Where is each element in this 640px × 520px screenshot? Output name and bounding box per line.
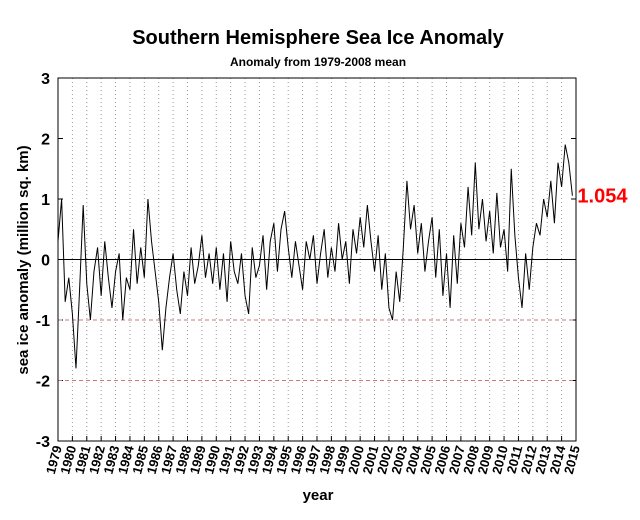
x-tick-label: 2012 [518, 444, 540, 476]
y-tick-label: -1 [36, 313, 50, 330]
x-tick-label: 2001 [359, 444, 381, 476]
plot-frame [57, 77, 577, 442]
x-tick-label: 1991 [216, 444, 238, 476]
x-tick-label: 1992 [230, 444, 252, 476]
x-tick-label: 1980 [57, 444, 79, 476]
x-tick-label: 2015 [561, 444, 583, 476]
y-tick-label: 3 [41, 71, 50, 88]
x-tick-label: 1983 [100, 444, 122, 476]
x-tick-label: 1999 [331, 444, 353, 476]
x-tick-label: 1997 [302, 444, 324, 476]
x-tick-label: 1979 [43, 444, 65, 476]
x-tick-label: 2014 [547, 443, 569, 476]
x-tick-label: 1984 [115, 443, 137, 476]
x-tick-label: 2005 [417, 444, 439, 476]
x-tick-label: 1998 [316, 444, 338, 476]
chart-subtitle: Anomaly from 1979-2008 mean [230, 55, 406, 69]
x-tick-label: 1996 [288, 444, 310, 476]
x-tick-label: 2004 [403, 443, 425, 476]
y-tick-label: 0 [41, 253, 50, 270]
y-tick-label: 1 [41, 192, 50, 209]
x-tick-label: 1995 [273, 444, 295, 476]
chart-title: Southern Hemisphere Sea Ice Anomaly [132, 27, 504, 49]
x-tick-label: 1987 [158, 444, 180, 476]
data-line [57, 144, 573, 369]
y-tick-label: -2 [36, 374, 50, 391]
x-tick-label: 1989 [187, 444, 209, 476]
x-tick-label: 1990 [201, 444, 223, 476]
x-tick-label: 2010 [489, 444, 511, 476]
x-tick-label: 1985 [129, 444, 151, 476]
x-tick-label: 2008 [460, 444, 482, 476]
x-axis-label: year [303, 487, 334, 504]
x-tick-label: 2009 [475, 444, 497, 476]
x-tick-label: 2007 [446, 444, 468, 476]
x-tick-label: 1981 [72, 444, 94, 476]
x-tick-label: 2002 [374, 444, 396, 476]
x-tick-label: 1986 [144, 444, 166, 476]
x-tick-label: 1994 [259, 443, 281, 476]
x-tick-label: 2006 [431, 444, 453, 476]
x-tick-label: 2011 [504, 444, 526, 475]
x-tick-label: 2000 [345, 444, 367, 476]
x-tick-label: 2003 [388, 444, 410, 476]
y-tick-label: -3 [36, 434, 50, 451]
x-tick-label: 1988 [172, 444, 194, 476]
y-tick-label: 2 [41, 132, 50, 149]
y-axis-label: sea ice anomaly (million sq. km) [15, 145, 32, 374]
x-tick-label: 1993 [244, 444, 266, 476]
annotation: 1.054 [577, 186, 628, 208]
x-tick-label: 2013 [532, 444, 554, 476]
x-tick-label: 1982 [86, 444, 108, 476]
